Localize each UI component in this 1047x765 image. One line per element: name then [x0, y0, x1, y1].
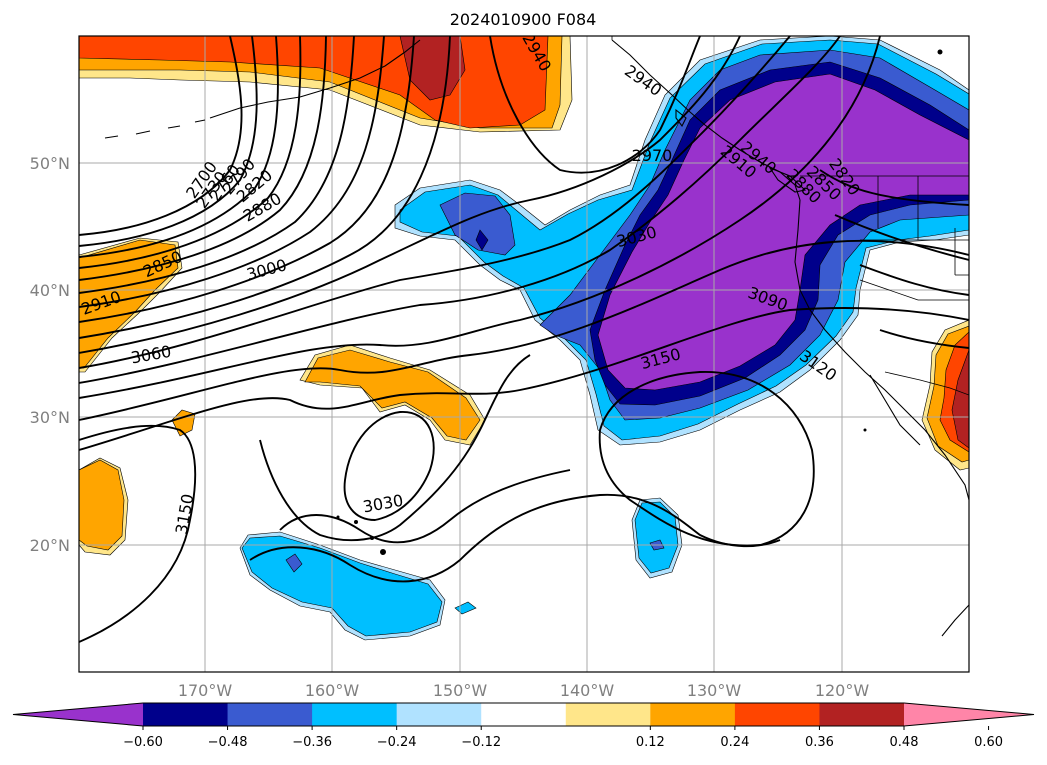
contour-3090-south	[279, 469, 571, 544]
island-small-1	[937, 49, 943, 55]
contour-3060-south	[259, 354, 531, 542]
lat-label-30: 30°N	[30, 408, 70, 427]
coastlines	[104, 39, 969, 637]
lon-label-130w: 130°W	[687, 681, 742, 700]
colorbar-tick-label: 0.60	[974, 735, 1003, 750]
map-title: 2024010900 F084	[450, 10, 597, 29]
coast-vancouver-island	[768, 166, 807, 193]
gridlines	[79, 36, 969, 672]
contour-3150-east	[598, 371, 815, 547]
contour-3150-west	[79, 424, 197, 643]
contour-2820	[79, 36, 327, 281]
colorbar-segment	[312, 703, 398, 726]
contour-label: 2970	[632, 146, 673, 165]
coast-baja	[869, 374, 921, 446]
map-frame	[78, 35, 970, 673]
border-us-mexico	[884, 371, 969, 396]
anomaly-mexico-firebrick	[951, 349, 969, 449]
contour-3090	[79, 239, 969, 421]
colorbar-segment	[734, 703, 820, 726]
island-oahu	[354, 520, 358, 524]
colorbar-segment	[650, 703, 736, 726]
colorbar-tick-label: −0.24	[377, 735, 417, 750]
contour-2910	[79, 36, 415, 323]
colorbar-tick-label: 0.24	[720, 735, 749, 750]
colorbar-extend-high	[904, 703, 1034, 726]
colorbar-tick-label: −0.12	[461, 735, 501, 750]
colorbar-ticks: −0.60 −0.48 −0.36 −0.24 −0.12 0.12 0.24 0.36 0.4…	[123, 726, 1003, 750]
contour-2700	[79, 36, 243, 236]
island-hawaii-big	[380, 549, 386, 555]
contour-3030-north	[79, 36, 841, 384]
coast-mexico-south	[941, 604, 969, 637]
lon-label-140w: 140°W	[560, 681, 615, 700]
colorbar-tick-label: −0.36	[292, 735, 332, 750]
colorbar-segment	[819, 703, 905, 726]
height-contours	[79, 36, 969, 643]
colorbar-tick-label: 0.48	[890, 735, 919, 750]
lon-axis-labels: 170°W 160°W 150°W 140°W 130°W 120°W	[178, 681, 870, 700]
coast-alaska-peninsula	[209, 39, 421, 119]
contour-2940-west	[79, 36, 451, 339]
colorbar-segment	[396, 703, 482, 726]
negative-anomaly-regions	[239, 36, 969, 641]
contour-2970	[79, 36, 741, 354]
colorbar-segment	[143, 703, 229, 726]
contour-coast-2	[834, 214, 969, 261]
island-small-2	[863, 428, 867, 432]
lat-axis-labels: 50°N 40°N 30°N 20°N	[30, 154, 70, 555]
colorbar	[12, 702, 1035, 727]
contour-2790	[79, 36, 302, 269]
lon-label-170w: 170°W	[178, 681, 233, 700]
colorbar-segment	[481, 703, 567, 726]
lat-label-50: 50°N	[30, 154, 70, 173]
anomaly-west-orange	[79, 459, 125, 551]
map-area: 2700273027602790282028502880291029402940…	[79, 36, 969, 672]
contour-3060	[79, 36, 881, 399]
positive-anomaly-regions	[79, 36, 969, 556]
contour-coast-1	[819, 169, 969, 206]
colorbar-tick-label: 0.12	[636, 735, 665, 750]
coast-aleutians	[104, 119, 206, 139]
contour-2880	[79, 36, 385, 308]
coast-bc-alaska	[611, 39, 801, 201]
coast-haida-gwaii	[675, 108, 687, 128]
coast-us-west	[794, 199, 969, 501]
colorbar-tick-label: 0.36	[805, 735, 834, 750]
contour-3030-loop	[343, 411, 435, 521]
lon-label-160w: 160°W	[305, 681, 360, 700]
contour-2850	[79, 36, 355, 294]
contour-2940-east	[489, 36, 701, 174]
colorbar-tick-label: −0.48	[208, 735, 248, 750]
contour-3120	[79, 307, 969, 451]
contour-coast-3	[859, 264, 969, 296]
lon-label-120w: 120°W	[815, 681, 870, 700]
lon-label-150w: 150°W	[433, 681, 488, 700]
contour-3000	[79, 36, 791, 369]
contour-2760	[79, 36, 279, 258]
colorbar-segment	[227, 703, 313, 726]
lat-label-20: 20°N	[30, 536, 70, 555]
contour-coast-4	[879, 329, 969, 349]
anomaly-south-royal	[285, 553, 303, 573]
anomaly-northeast-purple	[597, 73, 969, 391]
colorbar-tick-label: −0.60	[123, 735, 163, 750]
contour-2730	[79, 36, 258, 247]
colorbar-segment	[565, 703, 651, 726]
colorbar-extend-low	[13, 703, 143, 726]
contour-3120-south	[249, 493, 781, 583]
lat-label-40: 40°N	[30, 281, 70, 300]
